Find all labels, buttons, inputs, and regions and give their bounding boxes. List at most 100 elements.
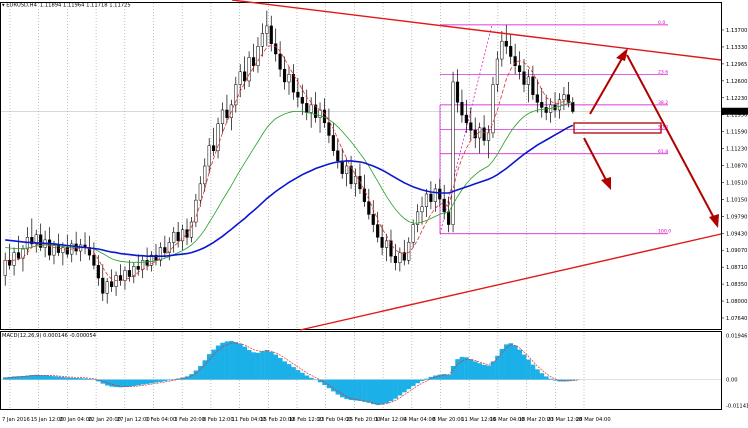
macd-bar — [379, 379, 385, 405]
candle-body — [513, 56, 517, 66]
candle-body — [566, 94, 570, 103]
price-axis-label: 1.07640 — [726, 316, 747, 322]
candle-body — [39, 234, 43, 248]
macd-bar — [47, 375, 52, 380]
macd-bar — [16, 376, 21, 380]
candle-body — [52, 244, 56, 256]
macd-bar — [29, 375, 35, 380]
fib-level-label: 0.0 — [658, 20, 665, 26]
candle-body — [442, 198, 446, 213]
time-axis-label: 15 Feb 20:00 — [260, 417, 294, 423]
price-axis-label: 1.08710 — [726, 265, 747, 271]
candle-body — [3, 259, 7, 276]
candle-body — [562, 94, 566, 101]
time-axis-label: 7 Jan 2016 — [2, 417, 30, 423]
macd-bar — [366, 379, 372, 403]
macd-bar — [335, 379, 341, 395]
macd-axis-label: 0.00 — [726, 378, 738, 384]
macd-bar — [317, 379, 323, 383]
macd-bar — [428, 376, 434, 380]
candle-body — [291, 74, 296, 93]
price-axis-label: 1.10150 — [726, 197, 747, 203]
macd-bar — [60, 377, 66, 380]
candle-body — [300, 96, 304, 104]
candle-body — [380, 237, 384, 248]
candle-body — [367, 201, 371, 215]
macd-indicator-label: MACD(12,26,9) 0.000146 -0.000054 — [2, 333, 97, 339]
macd-bar — [402, 379, 407, 393]
candle-body — [12, 252, 16, 266]
fibonacci-retracement[interactable]: 0.0 23.6 38.2 50.0 61.8 100.0 — [439, 20, 671, 235]
lower-trendline[interactable] — [299, 233, 722, 331]
macd-bar — [171, 379, 177, 380]
macd-bar — [42, 375, 48, 380]
candle-body — [8, 259, 12, 266]
candle-body — [114, 275, 118, 287]
macd-bar — [384, 379, 389, 404]
candle-body — [557, 99, 562, 111]
macd-bar — [282, 361, 287, 380]
ma-slow-line — [5, 124, 574, 257]
candle-body — [491, 84, 495, 134]
macd-axis-label: 0.01946 — [726, 333, 747, 339]
time-axis-label: 16 Mar 04:00 — [490, 417, 525, 423]
price-axis-label: 1.13330 — [726, 45, 747, 51]
macd-bar — [300, 372, 305, 380]
candle-body — [118, 275, 123, 281]
macd-bar — [353, 379, 358, 401]
macd-bar — [539, 373, 545, 380]
macd-bar — [433, 375, 438, 380]
time-axis-label: 23 Mar 12:00 — [547, 417, 582, 423]
candle-body — [185, 229, 189, 238]
macd-bar — [136, 379, 141, 386]
candle-body — [353, 175, 358, 185]
candle-body — [127, 270, 131, 277]
macd-signal-line — [5, 342, 578, 405]
macd-bar — [251, 352, 256, 380]
candle-body — [212, 145, 216, 151]
candle-body — [331, 135, 335, 151]
time-axis-label: 11 Feb 04:00 — [232, 417, 266, 423]
time-axis-label: 20 Jan 04:00 — [59, 417, 92, 423]
symbol-timeframe-label: ▾ EURUSD,H4 1.11894 1.11964 1.11718 1.117… — [2, 3, 131, 9]
macd-bar — [198, 365, 203, 380]
candle-body — [30, 237, 34, 245]
candle-body — [21, 248, 25, 259]
macd-bar — [393, 379, 398, 399]
price-axis-label: 1.10870 — [726, 164, 747, 170]
macd-bar — [535, 369, 540, 380]
candle-body — [314, 104, 318, 118]
candle-body — [522, 71, 526, 85]
upper-trendline[interactable] — [231, 0, 722, 61]
macd-bar — [495, 355, 500, 380]
macd-bar — [331, 379, 336, 392]
macd-bar — [109, 379, 115, 387]
arrow-down-long-segment — [626, 54, 715, 219]
candle-body — [451, 81, 455, 225]
time-axis-label: 18 Feb 12:00 — [289, 417, 323, 423]
resistance-zone-rectangle[interactable] — [573, 122, 662, 134]
time-axis-label: 8 Feb 12:00 — [203, 417, 234, 423]
ma-fast-line — [5, 44, 573, 281]
projection-arrows[interactable] — [583, 48, 719, 228]
macd-bar — [308, 377, 314, 380]
candle-body — [384, 240, 389, 248]
fib-level-label: 38.2 — [658, 100, 668, 106]
candle-body — [181, 229, 185, 242]
macd-bar — [255, 352, 261, 380]
time-axis-label: 15 Jan 12:00 — [31, 417, 64, 423]
macd-bar — [357, 379, 363, 401]
price-axis-label: 1.12965 — [726, 62, 747, 68]
candle-body — [265, 25, 269, 34]
last-price-tag-box — [722, 107, 748, 115]
candle-body — [105, 281, 109, 294]
macd-bar — [277, 358, 283, 380]
macd-bar — [100, 379, 106, 384]
candle-body — [207, 145, 211, 167]
macd-bar — [193, 370, 199, 380]
time-axis-label: 28 Mar 04:00 — [576, 417, 611, 423]
candle-body — [220, 109, 225, 124]
macd-bar — [184, 376, 190, 380]
macd-bar — [273, 354, 279, 380]
